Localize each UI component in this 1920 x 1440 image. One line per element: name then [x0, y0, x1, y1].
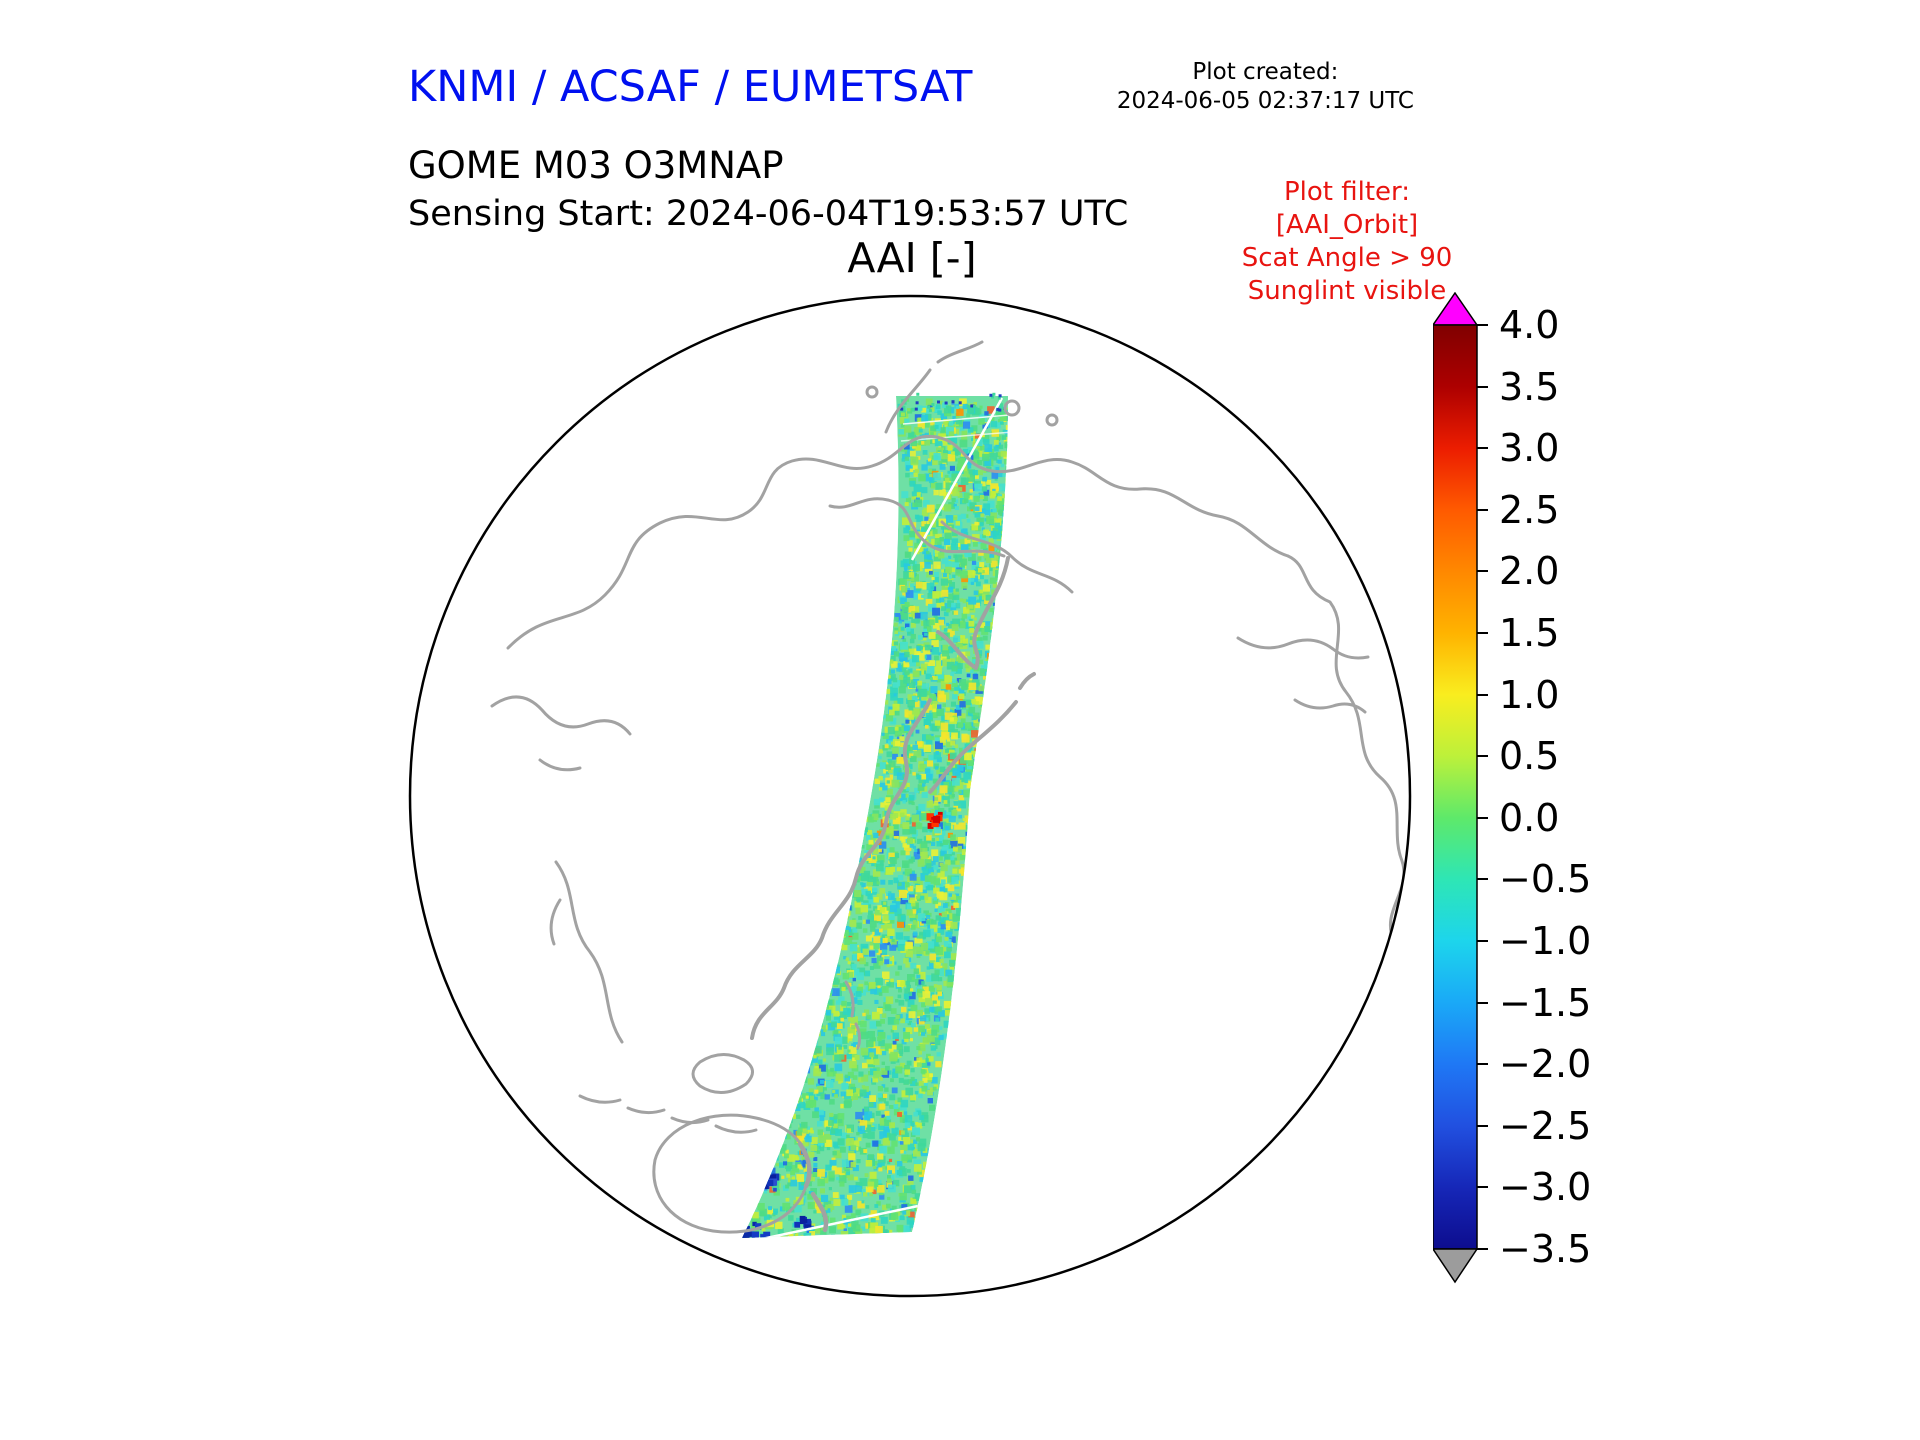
colorbar-tick [1477, 570, 1488, 573]
coast-arctic [506, 434, 1290, 650]
swath-edge-pixels [900, 392, 1007, 413]
coast-east-asia [750, 698, 932, 1040]
colorbar-tick [1477, 1063, 1488, 1066]
island-icon [1003, 399, 1021, 417]
colorbar-tick-label: −3.5 [1499, 1227, 1592, 1271]
plot-filter: Plot filter: [AAI_Orbit] Scat Angle > 90… [1180, 176, 1514, 308]
colorbar-tick [1477, 1124, 1488, 1127]
plot-created-time: 2024-06-05 02:37:17 UTC [1116, 88, 1414, 114]
plot-created-label: Plot created: [1192, 59, 1339, 85]
coast-chukchi [940, 520, 1074, 594]
colorbar-tick [1477, 1001, 1488, 1004]
colorbar-tick [1477, 1186, 1488, 1189]
coast-japan [928, 672, 1036, 794]
filter-line: Plot filter: [1283, 177, 1411, 207]
island-icon [1045, 413, 1059, 427]
colorbar-tick-label: −1.0 [1499, 919, 1592, 963]
colorbar-tick-label: 0.5 [1499, 734, 1560, 779]
colorbar [1433, 292, 1479, 1284]
coast-kamchatka [936, 556, 1010, 670]
coast-borneo [691, 1053, 754, 1094]
agency-title: KNMI / ACSAF / EUMETSAT [408, 62, 973, 112]
coast-indonesia [578, 1094, 758, 1134]
filter-line: Scat Angle > 90 [1241, 243, 1453, 273]
coast-hudson [1236, 636, 1370, 660]
coast-south-asia [549, 860, 624, 1044]
coast-okhotsk [828, 497, 1006, 558]
coast-great-lakes [1293, 698, 1367, 714]
colorbar-ticks: 4.0 3.5 3.0 2.5 2.0 1.5 1.0 0.5 0.0 −0.5 −1.0 −1.5 −… [1477, 292, 1697, 1302]
sensing-start: Sensing Start: 2024-06-04T19:53:57 UTC [408, 194, 1129, 234]
colorbar-tick-label: −0.5 [1499, 857, 1592, 902]
colorbar-under-arrow [1433, 1248, 1479, 1284]
colorbar-tick-label: 3.0 [1499, 426, 1560, 471]
coast-new-zealand [797, 1141, 829, 1233]
colorbar-tick-label: −3.0 [1499, 1165, 1592, 1210]
filter-line: [AAI_Orbit] [1275, 210, 1419, 240]
colorbar-tick-label: −2.5 [1499, 1103, 1592, 1148]
colorbar-tick-label: 0.0 [1499, 795, 1560, 840]
coast-arctic-islands [884, 340, 984, 434]
colorbar-tick-label: 2.0 [1499, 549, 1560, 594]
colorbar-tick [1477, 816, 1488, 819]
colorbar-tick-label: 1.0 [1499, 672, 1560, 717]
colorbar-tick [1477, 1248, 1488, 1250]
colorbar-tick [1477, 508, 1488, 511]
coast-left-horizon [490, 695, 632, 772]
colorbar-tick [1477, 385, 1488, 388]
colorbar-tick-label: 4.0 [1499, 303, 1560, 347]
colorbar-tick-label: −2.0 [1499, 1042, 1592, 1087]
plot-created: Plot created: 2024-06-05 02:37:17 UTC [1117, 58, 1414, 116]
colorbar-tick [1477, 940, 1488, 942]
colorbar-bar [1433, 324, 1478, 1250]
colorbar-tick [1477, 755, 1488, 758]
globe-outline [408, 294, 1412, 1298]
swath-gap-lines [742, 397, 1008, 1238]
product-title: GOME M03 O3MNAP [408, 144, 784, 187]
colorbar-tick-label: −1.5 [1499, 980, 1592, 1025]
colorbar-tick [1477, 878, 1488, 881]
colorbar-tick-label: 2.5 [1499, 487, 1560, 532]
island-icon [865, 385, 879, 399]
colorbar-tick [1477, 447, 1488, 450]
colorbar-tick-label: 3.5 [1499, 364, 1560, 409]
colorbar-tick [1477, 324, 1488, 326]
colorbar-tick-label: 1.5 [1499, 611, 1560, 655]
coast-philippines [844, 980, 862, 1050]
colorbar-tick [1477, 693, 1488, 696]
colorbar-tick [1477, 632, 1488, 634]
plot-title: AAI [-] [847, 234, 977, 282]
filter-line: Sunglint visible [1247, 276, 1447, 306]
